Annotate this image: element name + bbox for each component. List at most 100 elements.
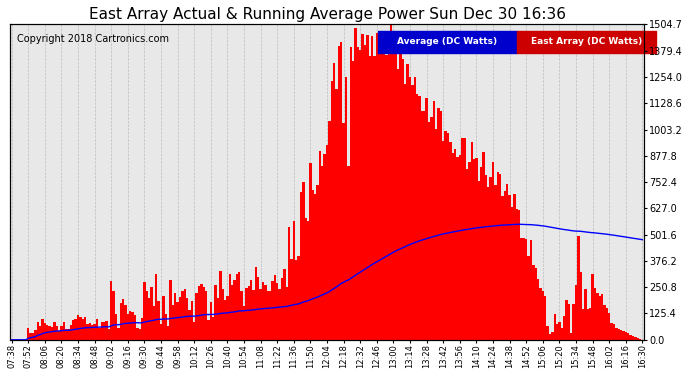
Bar [98,328,101,340]
Bar [203,286,205,340]
Bar [606,308,608,340]
Bar [75,319,77,340]
Bar [573,304,575,340]
Bar [586,309,589,340]
Bar [504,190,506,340]
Bar [373,56,375,340]
Bar [568,304,570,340]
Text: East Array (DC Watts): East Array (DC Watts) [531,38,642,46]
Bar [307,221,309,340]
Bar [200,284,203,340]
Bar [409,77,411,340]
Bar [515,209,518,340]
Bar [248,286,250,340]
Bar [558,322,560,340]
Bar [639,339,641,340]
Bar [426,98,428,340]
Bar [416,94,418,340]
Bar [591,274,594,340]
Bar [499,174,502,340]
Bar [224,300,226,340]
Bar [563,316,565,340]
Bar [506,184,509,340]
Bar [352,62,354,340]
Bar [43,323,46,340]
Bar [397,69,400,340]
Bar [449,142,451,340]
Bar [430,117,433,340]
Bar [428,122,430,340]
Bar [243,306,245,340]
Bar [454,149,456,340]
Bar [283,269,286,340]
Bar [335,89,337,340]
Bar [603,305,606,340]
Title: East Array Actual & Running Average Power Sun Dec 30 16:36: East Array Actual & Running Average Powe… [88,7,566,22]
Bar [30,333,32,340]
Bar [53,322,55,340]
Bar [406,64,409,340]
Bar [321,166,324,340]
Bar [233,280,236,340]
Bar [433,101,435,340]
Bar [146,291,148,340]
Bar [316,184,319,340]
Bar [65,329,68,340]
Bar [184,289,186,340]
Bar [46,326,48,340]
Bar [228,274,231,340]
Bar [106,321,108,340]
Bar [326,145,328,340]
Bar [139,329,141,340]
Bar [174,293,177,340]
Bar [238,272,241,340]
Bar [337,46,340,340]
Bar [32,333,34,340]
Bar [556,324,558,340]
Bar [115,314,117,340]
Bar [89,323,91,340]
Bar [451,153,454,340]
Bar [596,293,598,340]
Bar [207,320,210,340]
Bar [513,195,515,340]
Bar [423,111,426,340]
Bar [274,275,276,340]
Bar [440,111,442,340]
Bar [103,322,106,340]
Bar [589,308,591,340]
Bar [241,291,243,340]
Bar [117,328,119,340]
Bar [60,326,63,340]
Bar [632,336,634,340]
Bar [77,315,79,340]
Bar [362,34,364,340]
Bar [210,302,212,340]
Bar [340,42,342,340]
Bar [266,291,269,340]
Bar [377,31,517,53]
Bar [257,278,259,340]
Bar [444,132,447,340]
Bar [388,36,390,340]
Bar [385,55,388,340]
Bar [598,296,601,340]
Bar [518,210,520,340]
Bar [195,294,198,340]
Bar [520,238,523,340]
Bar [404,84,406,340]
Bar [281,278,283,340]
Bar [51,327,53,340]
Bar [489,177,492,340]
Bar [304,218,307,340]
Bar [475,158,477,340]
Bar [492,162,494,340]
Bar [480,167,482,340]
Bar [418,96,421,340]
Bar [165,314,167,340]
Bar [575,285,578,340]
Bar [288,227,290,340]
Bar [347,165,350,340]
Bar [584,289,586,340]
Bar [136,328,139,340]
